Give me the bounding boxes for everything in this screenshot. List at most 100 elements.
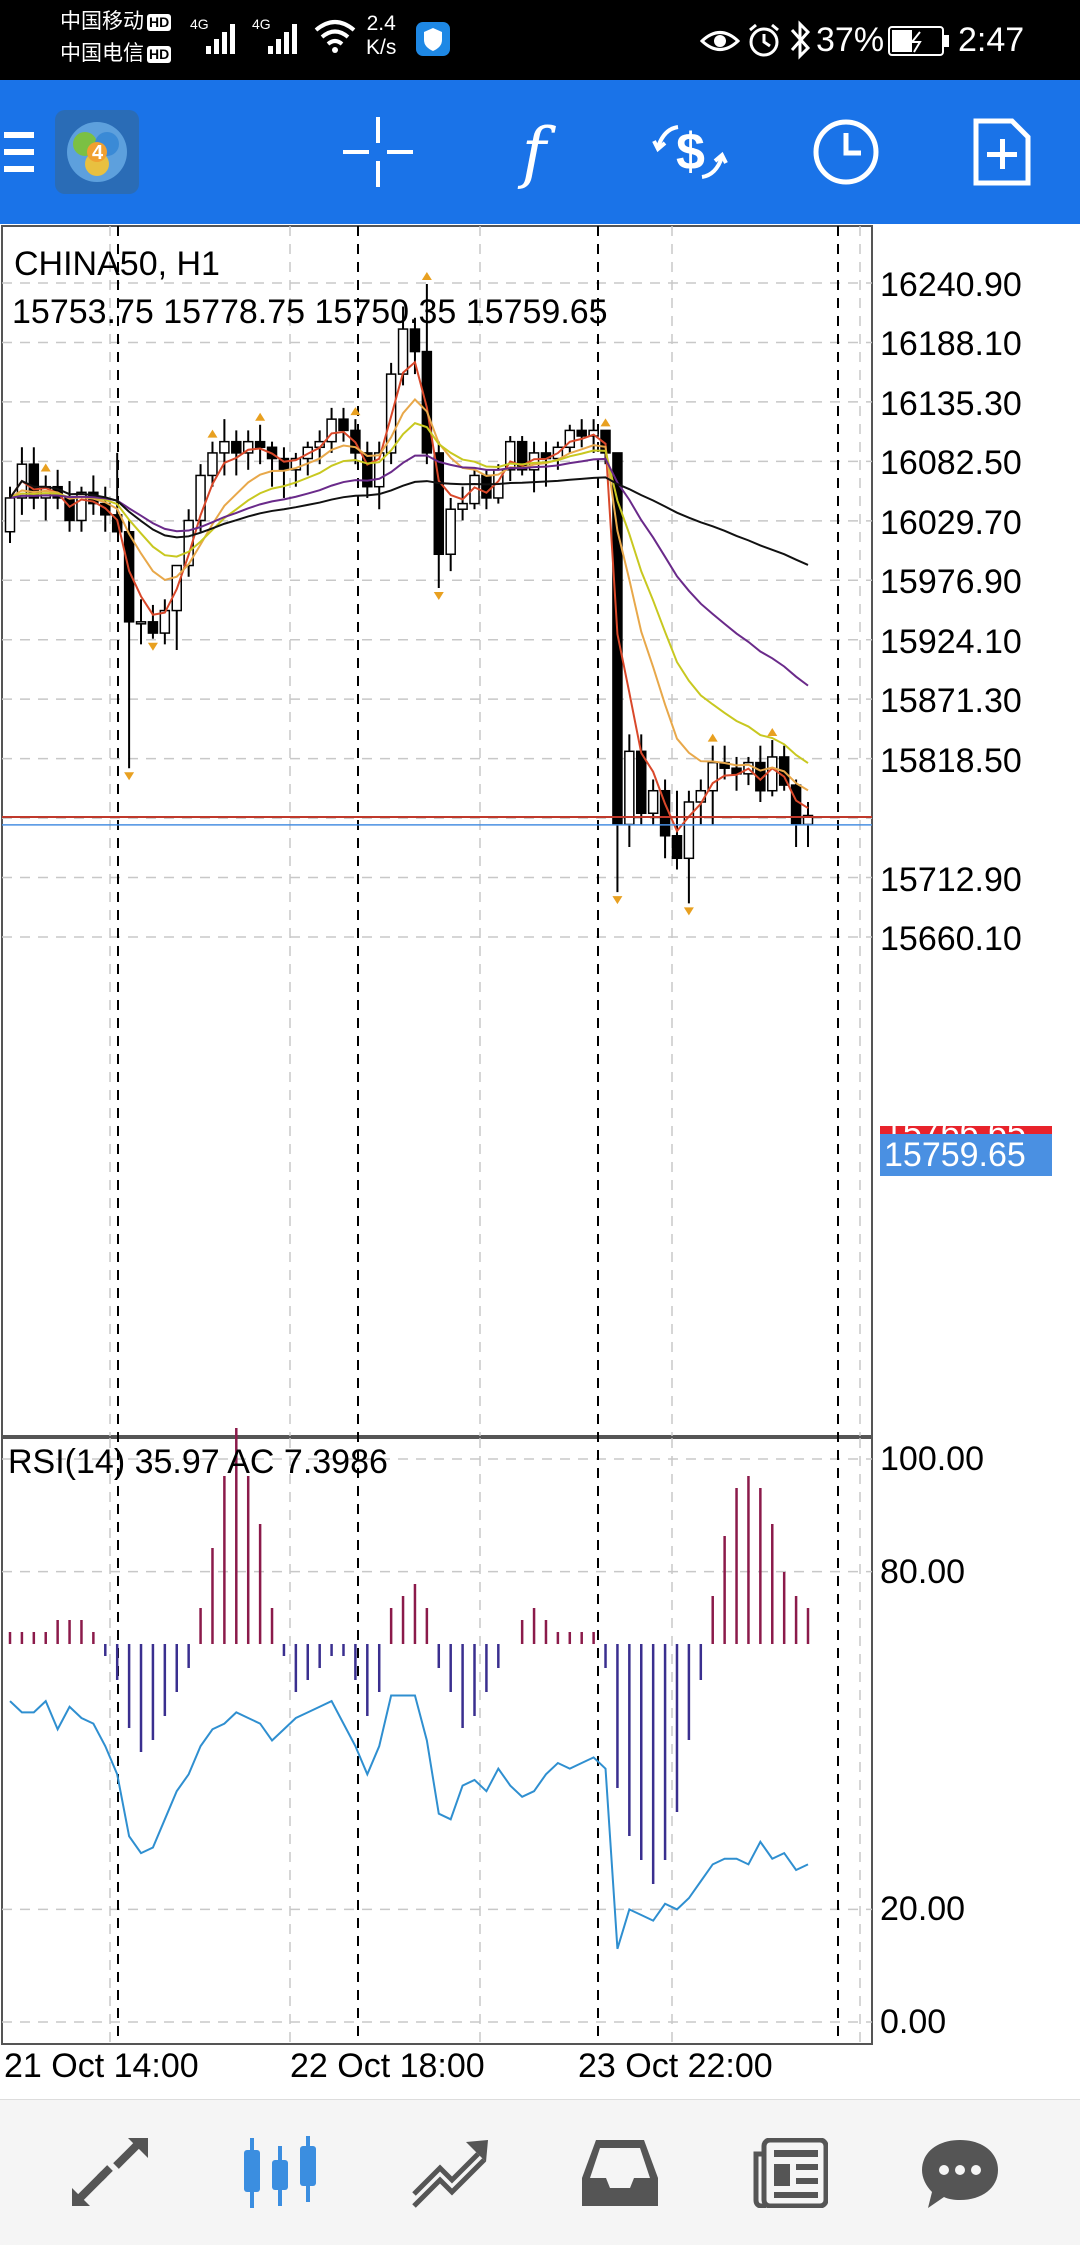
carrier-1: 中国移动 HD [60, 10, 172, 33]
bull-candle [373, 452, 385, 488]
menu-button[interactable] [0, 80, 40, 224]
bull-candle [445, 508, 456, 556]
bull-candle [624, 750, 635, 826]
bull-candle [326, 418, 337, 443]
fractal-down-marker [612, 896, 623, 905]
bull-candle [135, 621, 147, 625]
fractal-down-marker [433, 592, 444, 601]
network-1: 4G [190, 16, 209, 32]
bull-candle [76, 491, 87, 522]
fractal-up-marker [707, 733, 718, 742]
bear-candle [231, 440, 242, 454]
trade-button[interactable]: $ [642, 80, 738, 224]
symbol-timeframe: CHINA50, H1 [14, 245, 220, 283]
ma-purple-line [9, 454, 809, 687]
bear-candle [636, 750, 647, 814]
trade-icon: $ [652, 123, 728, 181]
indicator-frame [1, 1437, 873, 2045]
metatrader-logo: 4 [55, 110, 139, 194]
clock: 2:47 [958, 21, 1025, 59]
price-axis-label: 15976.90 [880, 563, 1022, 602]
bear-candle [481, 474, 492, 499]
bear-candle [147, 621, 159, 634]
bear-candle [28, 463, 40, 499]
bull-candle [457, 502, 468, 510]
bull-candle [707, 761, 718, 792]
price-axis-label: 16082.50 [880, 444, 1022, 483]
ma-fast-line [9, 360, 809, 833]
bear-candle [790, 784, 802, 826]
bear-candle [64, 497, 75, 522]
bull-candle [4, 497, 16, 533]
chart-canvas[interactable] [0, 224, 1080, 2099]
chat-icon [922, 2139, 998, 2208]
fractal-down-marker [683, 907, 694, 916]
network-speed: 2.4 K/s [366, 12, 397, 59]
crosshair-icon [343, 117, 413, 187]
app-logo-button[interactable]: 4 [50, 80, 144, 224]
new-order-button[interactable] [954, 80, 1050, 224]
main-chart-frame [1, 225, 873, 1437]
signal-2-icon [268, 24, 297, 54]
bull-candle [504, 440, 516, 471]
bull-candle [242, 440, 254, 454]
price-axis-label: 16029.70 [880, 503, 1022, 542]
bottom-navigation [0, 2099, 1080, 2245]
bear-candle [576, 429, 587, 437]
wifi-icon [314, 20, 356, 53]
time-axis-label: 22 Oct 18:00 [290, 2047, 485, 2085]
menu-icon [4, 132, 34, 172]
chart-area[interactable]: CHINA50, H1 15753.75 15778.75 15750.35 1… [0, 224, 1080, 2099]
crosshair-button[interactable] [330, 80, 426, 224]
status-bar: 中国移动 HD 中国电信 HD 4G 4G 2.4 K/s 37% 2:47 [0, 0, 1080, 80]
fractal-up-marker [40, 463, 51, 472]
battery-percent: 37% [816, 21, 885, 59]
ma-slow-line [9, 476, 809, 566]
toolbar: 4 f $ [0, 80, 1080, 224]
quotes-icon [72, 2137, 148, 2206]
nav-chat[interactable] [870, 2100, 1050, 2245]
carrier-2: 中国电信 HD [60, 42, 172, 65]
bull-candle [767, 756, 778, 792]
bull-candle [290, 457, 302, 471]
price-axis-label: 15712.90 [880, 860, 1022, 899]
network-2: 4G [252, 16, 271, 32]
fractal-up-marker [350, 407, 361, 416]
svg-text:4: 4 [92, 142, 104, 164]
indicators-button[interactable]: f [486, 80, 582, 224]
bull-candle [397, 328, 409, 375]
alarm-icon [749, 23, 779, 57]
time-axis-label: 23 Oct 22:00 [578, 2047, 773, 2085]
bear-candle [671, 835, 683, 860]
nav-trade[interactable] [360, 2100, 540, 2245]
price-axis-label: 15660.10 [880, 920, 1022, 958]
security-shield-icon [416, 22, 450, 56]
ohlc-values: 15753.75 15778.75 15750.35 15759.65 [12, 293, 608, 331]
bluetooth-icon [790, 20, 811, 60]
fractal-up-marker [255, 412, 266, 421]
bull-candle [647, 789, 659, 814]
chart-icon [244, 2135, 316, 2208]
timeframe-button[interactable] [798, 80, 894, 224]
price-axis-label: 15924.10 [880, 622, 1022, 661]
nav-news[interactable] [700, 2100, 880, 2245]
svg-text:$: $ [676, 123, 705, 181]
bull-candle [683, 801, 695, 860]
rsi-axis-label: 100.00 [880, 1440, 984, 1478]
bull-candle [207, 452, 218, 477]
bull-candle [588, 429, 599, 437]
time-axis-label: 21 Oct 14:00 [4, 2047, 199, 2085]
nav-quotes[interactable] [20, 2100, 200, 2245]
fractal-down-marker [147, 642, 158, 651]
price-axis-label: 16135.30 [880, 384, 1022, 423]
trade-icon [412, 2139, 488, 2208]
eye-icon [700, 31, 740, 51]
history-icon [582, 2139, 658, 2206]
battery-icon [888, 26, 949, 56]
rsi-line [9, 1694, 809, 1950]
nav-history[interactable] [530, 2100, 710, 2245]
nav-chart[interactable] [190, 2100, 370, 2245]
timeframe-icon [813, 119, 879, 185]
signal-1-icon [206, 24, 235, 54]
add-object-icon [973, 118, 1031, 186]
